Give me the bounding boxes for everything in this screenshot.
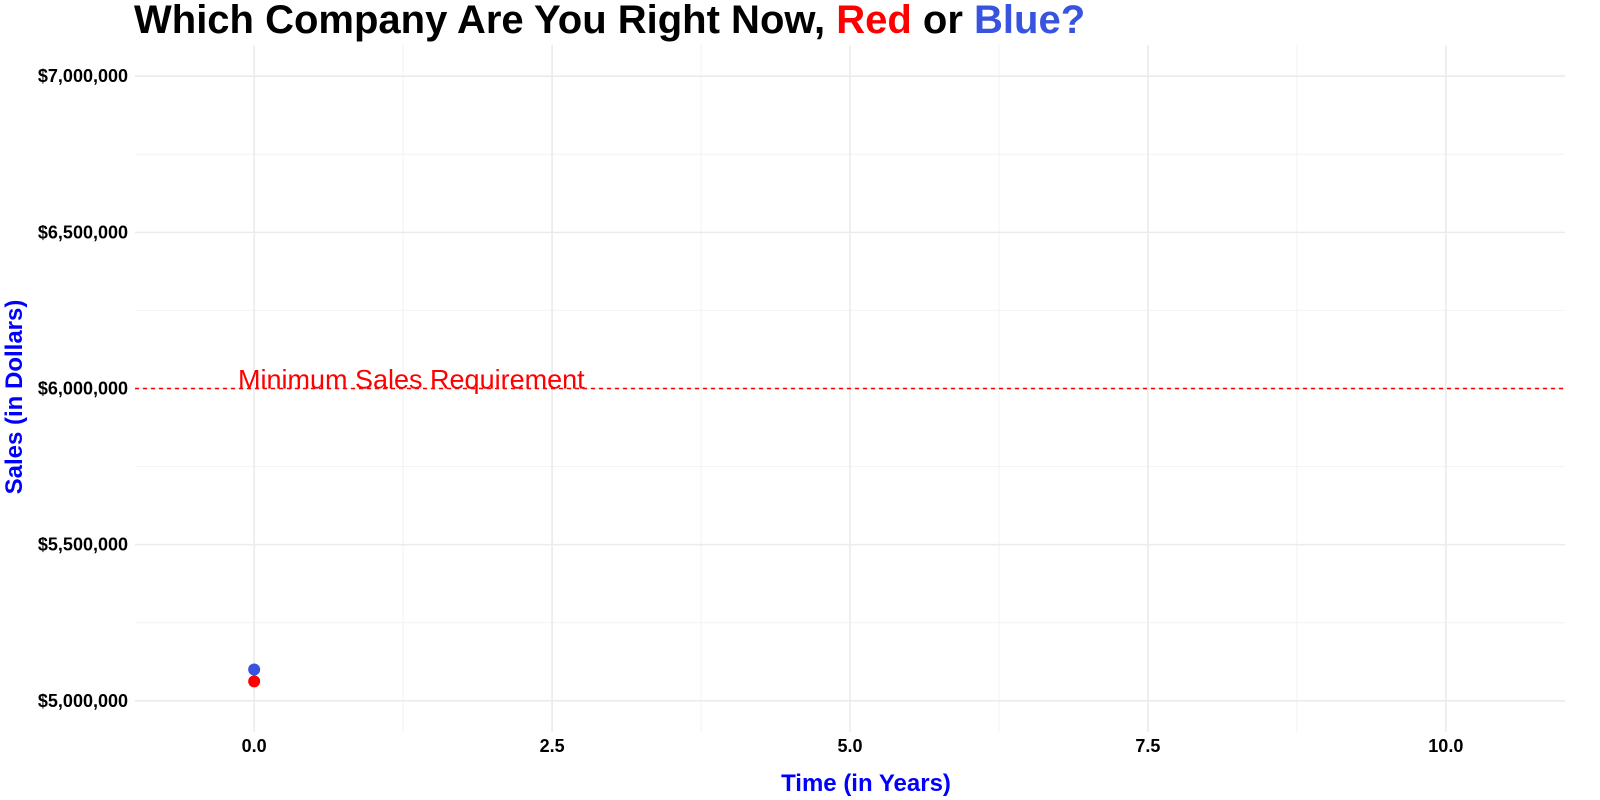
y-tick-label: $7,000,000: [38, 66, 128, 86]
x-axis-title: Time (in Years): [781, 770, 951, 797]
y-axis-title: Sales (in Dollars): [1, 299, 28, 495]
title-part-red: Red: [836, 0, 912, 42]
minimum-sales-label: Minimum Sales Requirement: [238, 365, 585, 395]
data-points: [248, 663, 261, 688]
major-grid: [135, 45, 1565, 732]
chart-title: Which Company Are You Right Now, Red or …: [134, 0, 1085, 40]
x-tick-label: 5.0: [837, 736, 862, 756]
reference-layer: Minimum Sales Requirement: [135, 365, 1565, 395]
x-tick-label: 10.0: [1428, 736, 1463, 756]
y-tick-label: $6,000,000: [38, 379, 128, 399]
x-tick-label: 2.5: [540, 736, 565, 756]
y-tick-label: $5,500,000: [38, 535, 128, 555]
y-tick-label: $5,000,000: [38, 691, 128, 711]
y-axis-ticks: $5,000,000 $5,500,000 $6,000,000 $6,500,000…: [38, 66, 128, 711]
title-part-or: or: [911, 0, 975, 42]
red-company-point: [248, 675, 261, 688]
title-part-blue: Blue?: [974, 0, 1086, 42]
y-tick-label: $6,500,000: [38, 222, 128, 242]
x-tick-label: 7.5: [1135, 736, 1160, 756]
blue-company-point: [248, 663, 261, 676]
title-part-question: Which Company Are You Right Now,: [134, 0, 837, 42]
x-axis-ticks: 0.0 2.5 5.0 7.5 10.0: [242, 736, 1464, 756]
x-tick-label: 0.0: [242, 736, 267, 756]
